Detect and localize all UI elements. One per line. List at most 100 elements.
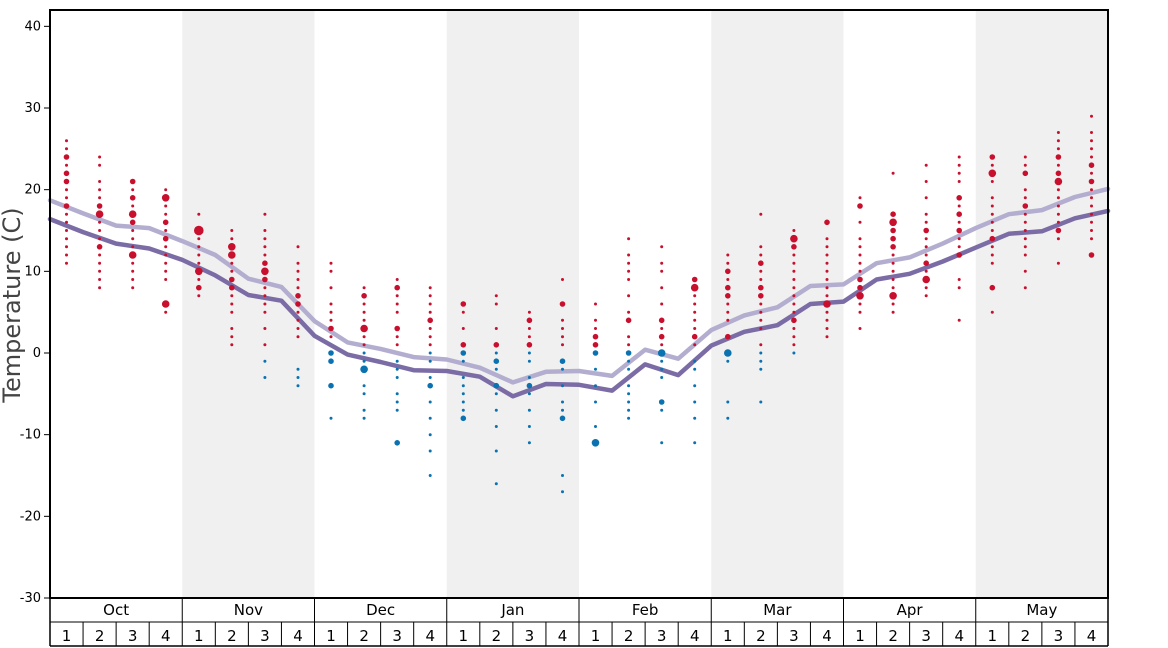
warm-reading-dot (990, 253, 994, 257)
cold-reading-dot (428, 474, 432, 477)
week-label: 2 (1021, 627, 1031, 645)
warm-reading-dot (395, 294, 399, 298)
warm-reading-dot (825, 318, 829, 322)
warm-reading-dot (263, 294, 267, 298)
warm-reading-dot (96, 244, 103, 250)
week-label: 4 (293, 627, 303, 645)
warm-reading-dot (792, 335, 796, 339)
cold-reading-dot (494, 425, 498, 428)
week-label: 1 (723, 627, 733, 645)
cold-reading-dot (726, 416, 730, 420)
warm-reading-dot (923, 227, 929, 234)
warm-reading-dot (1023, 286, 1027, 290)
week-label: 3 (657, 627, 667, 645)
warm-reading-dot (1090, 147, 1093, 151)
warm-reading-dot (856, 292, 864, 300)
warm-reading-dot (726, 278, 730, 281)
week-label: 1 (194, 627, 204, 645)
warm-reading-dot (194, 225, 204, 236)
warm-reading-dot (627, 335, 631, 339)
warm-reading-dot (890, 227, 896, 234)
warm-reading-dot (263, 302, 267, 306)
warm-reading-dot (1022, 170, 1029, 177)
week-label: 4 (161, 627, 171, 645)
warm-reading-dot (891, 261, 895, 265)
cold-reading-dot (693, 367, 697, 371)
warm-reading-dot (792, 278, 796, 281)
warm-reading-dot (65, 253, 68, 257)
warm-reading-dot (825, 253, 829, 257)
warm-reading-dot (1090, 131, 1093, 134)
cold-reading-dot (395, 359, 399, 363)
cold-reading-dot (561, 400, 564, 404)
warm-reading-dot (162, 235, 169, 242)
warm-reading-dot (196, 284, 202, 291)
warm-reading-dot (924, 220, 928, 224)
y-tick-label: 0 (33, 346, 41, 361)
warm-reading-dot (594, 302, 597, 306)
week-label: 2 (756, 627, 766, 645)
warm-reading-dot (1056, 147, 1060, 151)
week-label: 4 (954, 627, 964, 645)
warm-reading-dot (164, 253, 168, 257)
warm-reading-dot (759, 253, 763, 257)
cold-reading-dot (461, 400, 465, 404)
warm-reading-dot (131, 204, 135, 208)
warm-reading-dot (526, 342, 533, 348)
warm-reading-dot (461, 310, 465, 314)
warm-reading-dot (990, 212, 994, 216)
warm-reading-dot (329, 269, 333, 273)
cold-reading-dot (296, 367, 300, 371)
month-label-dec: Dec (366, 601, 395, 619)
warm-reading-dot (65, 261, 68, 265)
warm-reading-dot (990, 204, 994, 208)
warm-reading-dot (164, 269, 168, 273)
warm-reading-dot (164, 212, 168, 216)
warm-reading-dot (65, 196, 68, 200)
warm-reading-dot (691, 333, 698, 340)
warm-reading-dot (428, 302, 432, 306)
cold-reading-dot (627, 367, 631, 371)
cold-reading-dot (660, 359, 664, 363)
warm-reading-dot (792, 229, 796, 232)
warm-reading-dot (594, 327, 597, 330)
cold-reading-dot (660, 441, 664, 445)
warm-reading-dot (229, 284, 235, 291)
warm-reading-dot (329, 335, 333, 339)
warm-reading-dot (890, 211, 896, 217)
cold-reading-dot (660, 376, 664, 379)
warm-reading-dot (195, 267, 203, 276)
warm-reading-dot (230, 269, 234, 273)
y-tick-label: -10 (20, 428, 41, 443)
warm-reading-dot (922, 275, 930, 284)
warm-reading-dot (362, 343, 366, 347)
cold-reading-dot (527, 392, 531, 396)
warm-reading-dot (63, 178, 70, 185)
warm-reading-dot (164, 245, 168, 249)
cold-reading-dot (561, 367, 564, 371)
warm-reading-dot (395, 302, 399, 306)
warm-reading-dot (690, 283, 699, 292)
week-label: 2 (95, 627, 105, 645)
warm-reading-dot (131, 229, 135, 232)
warm-reading-dot (592, 342, 599, 348)
warm-reading-dot (726, 302, 730, 306)
week-label: 4 (558, 627, 568, 645)
warm-reading-dot (1022, 203, 1029, 209)
y-tick-label: -30 (20, 591, 41, 606)
week-label: 2 (492, 627, 502, 645)
warm-reading-dot (230, 229, 234, 232)
warm-reading-dot (131, 286, 135, 290)
cold-reading-dot (693, 416, 697, 420)
warm-reading-dot (1090, 188, 1093, 192)
warm-reading-dot (427, 317, 434, 324)
warm-reading-dot (395, 343, 399, 347)
warm-reading-dot (1090, 171, 1093, 175)
warm-reading-dot (825, 245, 829, 249)
warm-reading-dot (263, 286, 267, 290)
warm-reading-dot (197, 212, 201, 216)
warm-reading-dot (627, 261, 631, 265)
cold-reading-dot (493, 358, 500, 365)
week-label: 2 (227, 627, 237, 645)
warm-reading-dot (1088, 162, 1095, 168)
